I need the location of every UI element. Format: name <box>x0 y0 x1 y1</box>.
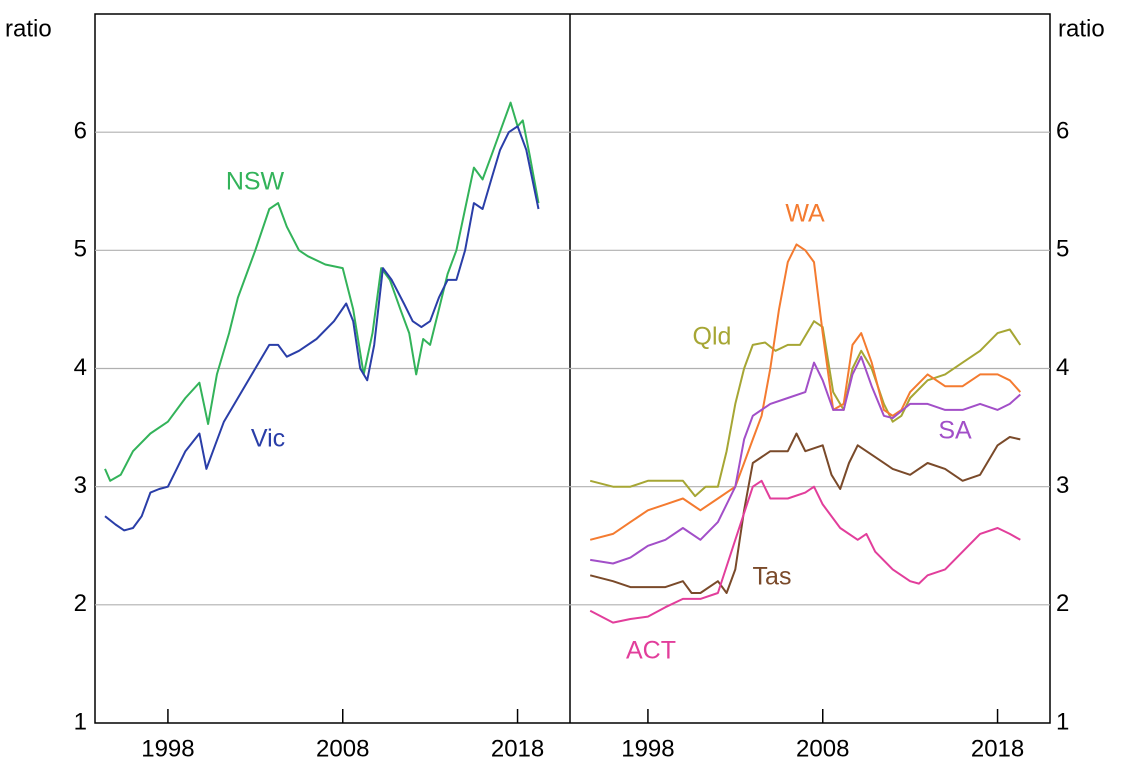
y-tick-label: 3 <box>74 472 87 499</box>
y-tick-label: 2 <box>1056 590 1069 617</box>
x-tick-label: 1998 <box>621 735 674 762</box>
series-line <box>590 355 1021 565</box>
y-axis-label: ratio <box>1058 15 1105 42</box>
series-label: Qld <box>693 323 732 351</box>
y-tick-label: 4 <box>74 354 87 381</box>
series-label: SA <box>938 417 972 445</box>
x-tick-label: 2018 <box>971 735 1024 762</box>
y-tick-label: 1 <box>74 708 87 735</box>
y-tick-label: 5 <box>1056 236 1069 263</box>
x-tick-label: 2008 <box>316 735 369 762</box>
series-label: NSW <box>226 168 285 196</box>
x-tick-label: 2018 <box>491 735 544 762</box>
series-line <box>589 320 1022 498</box>
series-label: Vic <box>251 425 285 453</box>
y-tick-label: 6 <box>74 118 87 145</box>
y-tick-label: 2 <box>74 590 87 617</box>
series-label: Tas <box>753 563 792 591</box>
y-tick-label: 4 <box>1056 354 1069 381</box>
series-label: WA <box>785 200 825 228</box>
series-line <box>589 479 1021 624</box>
x-tick-label: 1998 <box>141 735 194 762</box>
y-tick-label: 5 <box>74 236 87 263</box>
y-tick-label: 3 <box>1056 472 1069 499</box>
series-line <box>104 125 540 532</box>
series-label: ACT <box>626 637 676 665</box>
series-line <box>589 432 1021 594</box>
y-tick-label: 1 <box>1056 708 1069 735</box>
x-tick-label: 2008 <box>796 735 849 762</box>
y-axis-label: ratio <box>5 15 52 42</box>
y-tick-label: 6 <box>1056 118 1069 145</box>
series-line <box>104 101 540 482</box>
series-line <box>589 243 1022 541</box>
